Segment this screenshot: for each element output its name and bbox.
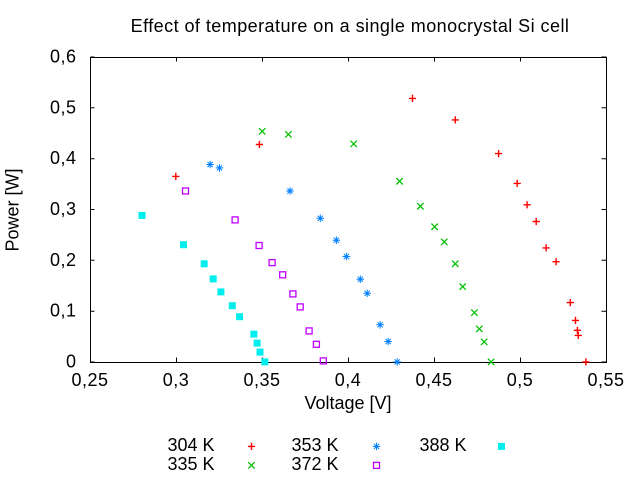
svg-text:0,25: 0,25 [71, 370, 108, 390]
svg-text:353 K: 353 K [291, 435, 338, 455]
svg-text:0,2: 0,2 [50, 250, 77, 270]
svg-text:0,3: 0,3 [163, 370, 190, 390]
svg-text:Effect of temperature on a sin: Effect of temperature on a single monocr… [131, 16, 570, 36]
svg-text:0,35: 0,35 [243, 370, 280, 390]
svg-text:0,3: 0,3 [50, 199, 77, 219]
svg-text:0,45: 0,45 [415, 370, 452, 390]
svg-text:0,6: 0,6 [50, 47, 77, 67]
svg-text:Voltage [V]: Voltage [V] [304, 393, 391, 413]
svg-text:0,5: 0,5 [50, 97, 77, 117]
svg-text:372 K: 372 K [291, 454, 338, 474]
svg-text:335 K: 335 K [167, 454, 214, 474]
svg-text:0,5: 0,5 [507, 370, 534, 390]
svg-text:388 K: 388 K [419, 435, 466, 455]
svg-text:0: 0 [66, 352, 77, 372]
svg-text:Power [W]: Power [W] [3, 168, 23, 251]
svg-text:0,4: 0,4 [335, 370, 362, 390]
svg-text:0,4: 0,4 [50, 148, 77, 168]
svg-text:0,1: 0,1 [50, 301, 77, 321]
svg-text:304 K: 304 K [167, 435, 214, 455]
svg-text:0,55: 0,55 [587, 370, 624, 390]
